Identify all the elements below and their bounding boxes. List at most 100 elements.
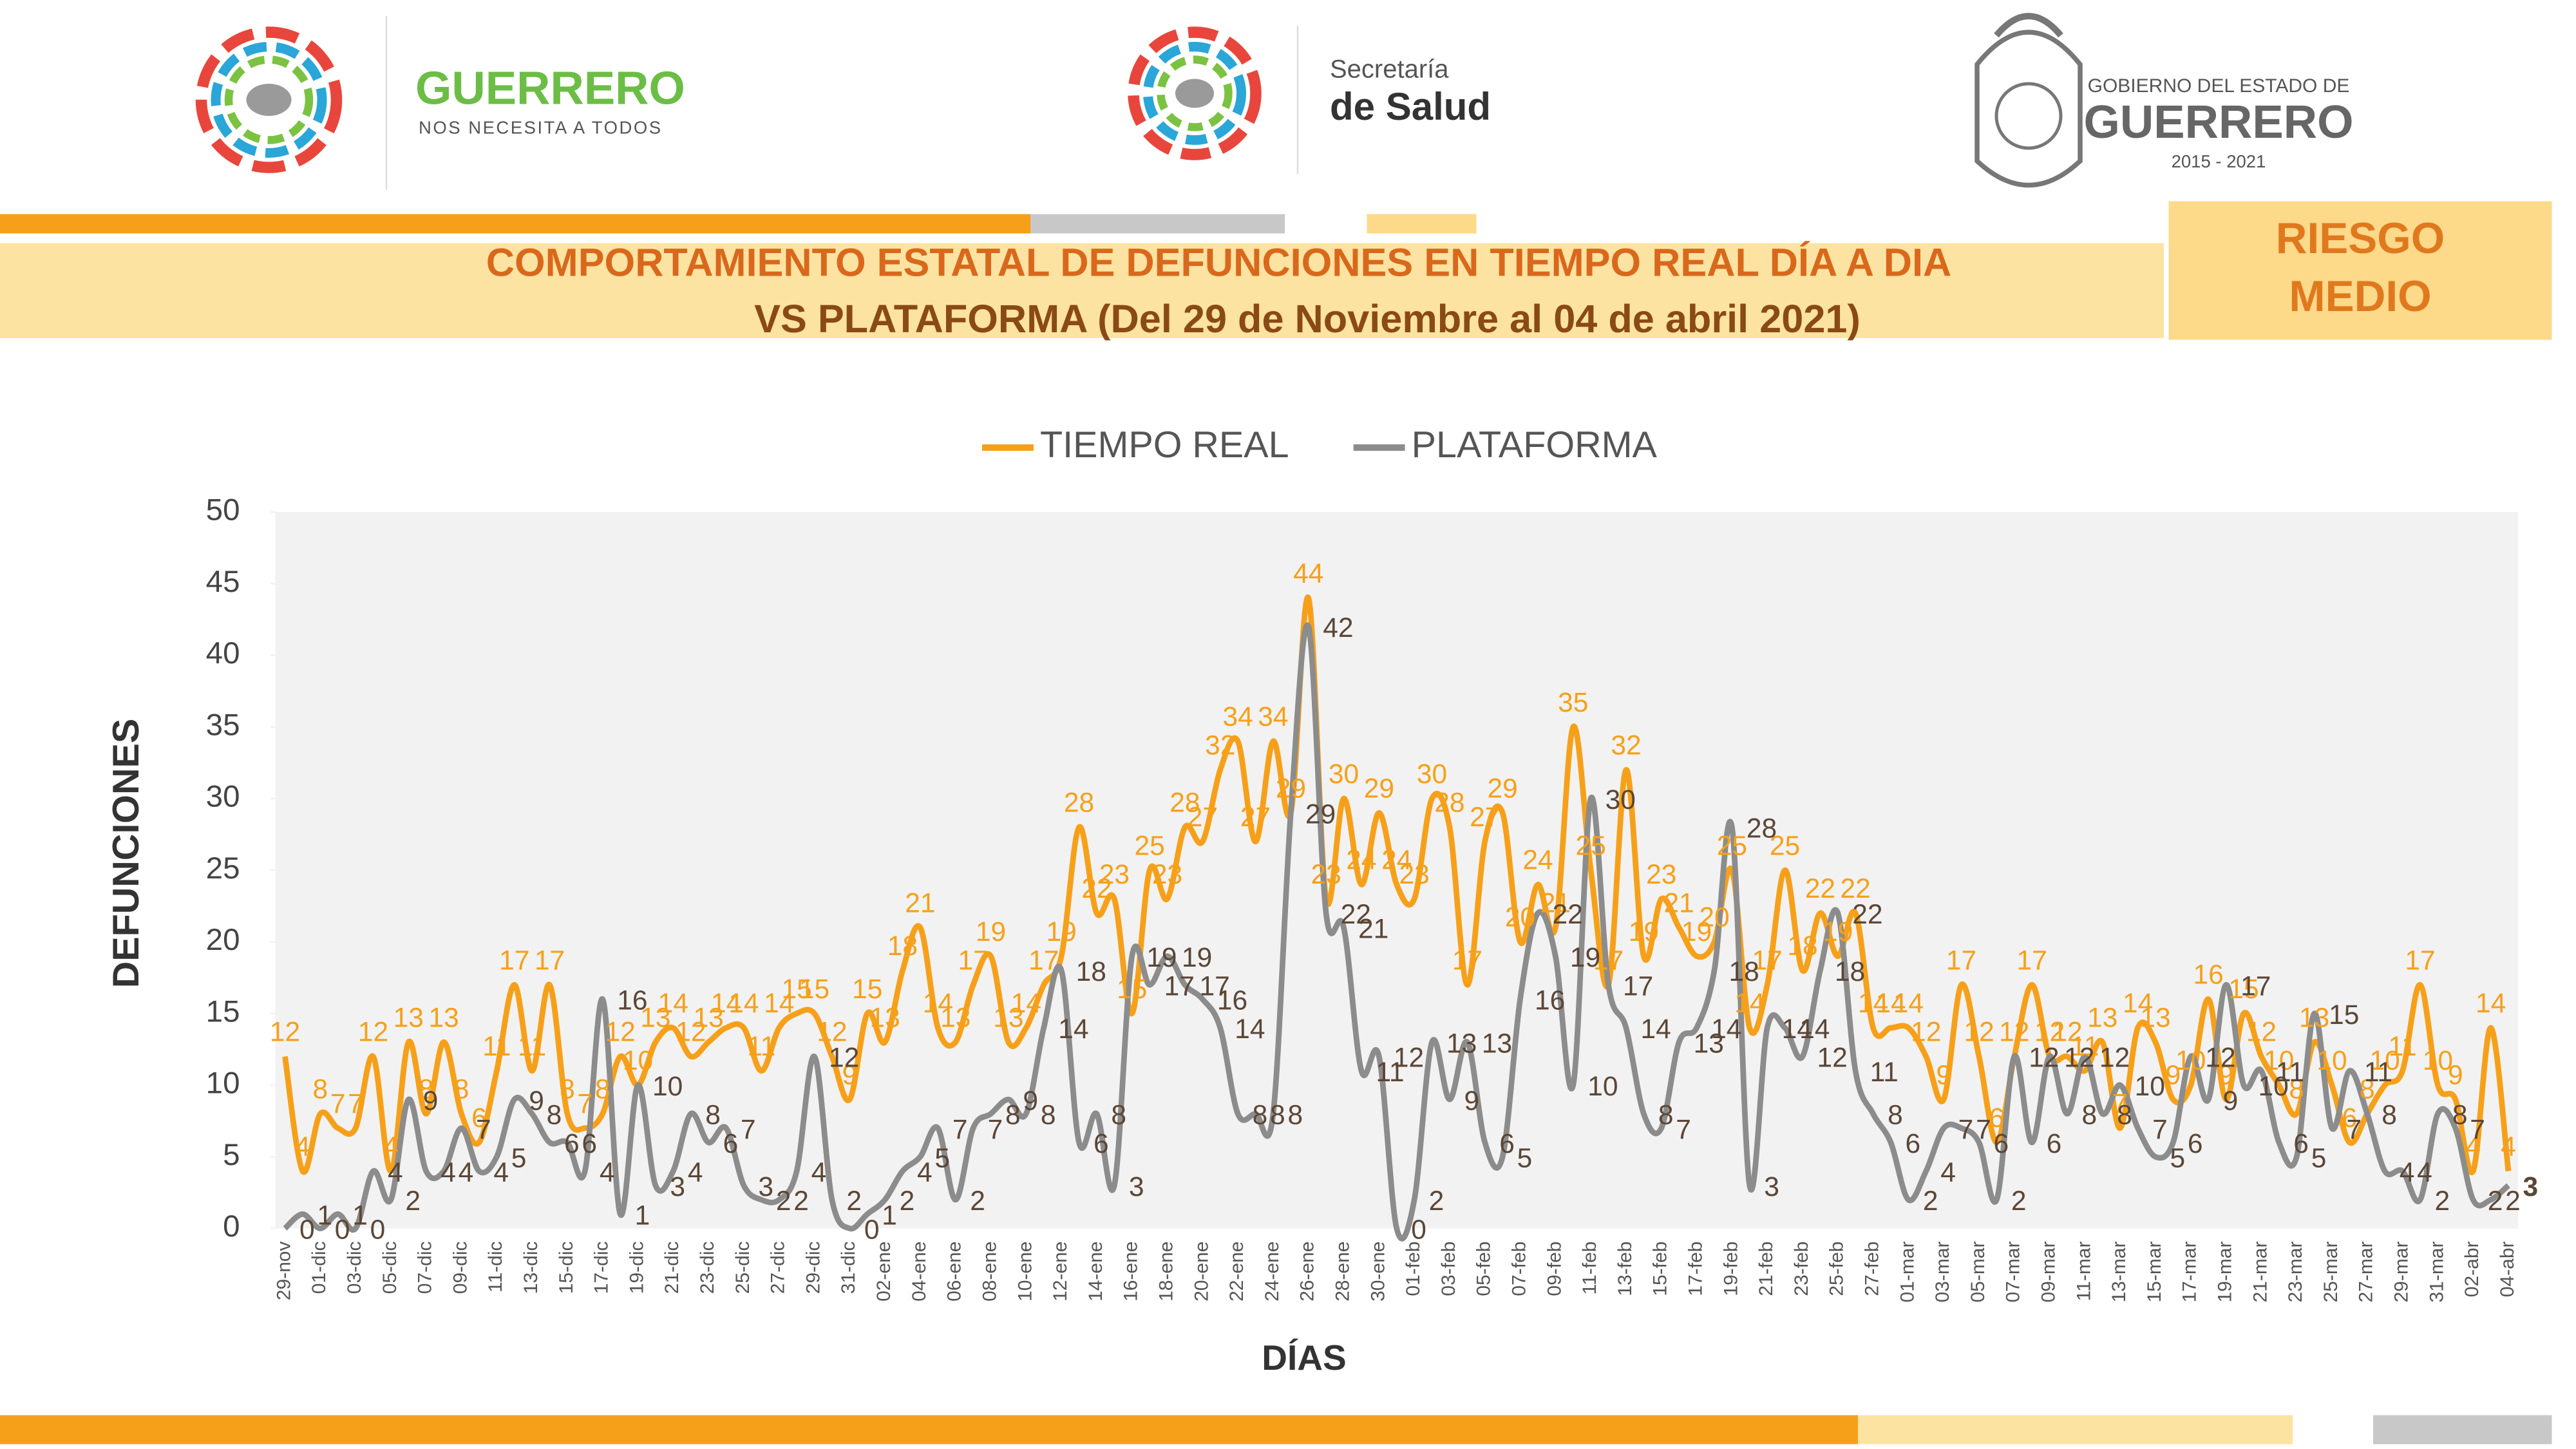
y-tick-label: 20 xyxy=(206,923,240,957)
data-label: 9 xyxy=(2223,1086,2239,1116)
data-label: 8 xyxy=(419,1075,434,1105)
data-label: 23 xyxy=(1099,860,1130,890)
y-tick-label: 30 xyxy=(206,780,240,814)
data-label: 7 xyxy=(2112,1089,2128,1119)
x-tick-label: 07-mar xyxy=(2003,1241,2024,1302)
data-label: 17 xyxy=(958,945,988,976)
data-label: 8 xyxy=(1005,1101,1021,1131)
data-label: 17 xyxy=(2405,945,2435,976)
data-label: 11 xyxy=(482,1032,511,1062)
data-label: 25 xyxy=(1134,831,1164,861)
x-tick-label: 29-nov xyxy=(273,1242,294,1301)
data-label: 2 xyxy=(2505,1186,2521,1217)
data-label: 12 xyxy=(1999,1018,2029,1048)
data-label: 12 xyxy=(2246,1018,2277,1048)
data-label: 28 xyxy=(1747,814,1777,844)
data-label: 34 xyxy=(1258,702,1288,732)
data-label: 2 xyxy=(405,1186,421,1217)
data-label: 15 xyxy=(2329,1000,2359,1030)
data-label: 13 xyxy=(2087,1003,2117,1033)
x-tick-label: 11-feb xyxy=(1579,1242,1600,1295)
data-label: 17 xyxy=(1593,945,1624,976)
data-label: 14 xyxy=(1734,989,1765,1019)
data-label: 19 xyxy=(1570,943,1600,973)
plot-area xyxy=(275,512,2518,1229)
logo-salud: Secretaría de Salud xyxy=(1128,26,1491,174)
data-label: 9 xyxy=(2219,1060,2234,1090)
data-label: 7 xyxy=(1976,1115,1991,1145)
data-label: 18 xyxy=(887,931,918,961)
y-tick-label: 0 xyxy=(223,1209,240,1244)
x-tick-label: 30-ene xyxy=(1367,1242,1388,1302)
logo-text: Secretaría xyxy=(1330,55,1449,84)
x-tick-label: 17-dic xyxy=(591,1242,612,1294)
x-tick-label: 05-mar xyxy=(1967,1241,1989,1302)
chart-title: VS PLATAFORMA (Del 29 de Noviembre al 04… xyxy=(754,297,1861,341)
x-tick-label: 20-ene xyxy=(1191,1241,1212,1301)
data-label: 7 xyxy=(348,1089,363,1119)
x-tick-label: 17-feb xyxy=(1685,1242,1706,1296)
data-label: 13 xyxy=(693,1003,723,1033)
data-label: 29 xyxy=(1488,773,1518,804)
data-label: 4 xyxy=(440,1158,456,1188)
data-label: 15 xyxy=(852,974,882,1005)
data-label: 8 xyxy=(595,1075,611,1105)
x-tick-label: 21-dic xyxy=(661,1242,683,1294)
data-label: 10 xyxy=(2264,1046,2294,1076)
logo-text: de Salud xyxy=(1330,85,1491,128)
data-label: 8 xyxy=(1658,1101,1674,1131)
data-label: 3 xyxy=(2523,1172,2539,1202)
deco-bar xyxy=(1858,1415,2293,1444)
data-label: 21 xyxy=(1358,914,1388,944)
x-tick-label: 29-dic xyxy=(802,1242,824,1294)
data-label: 7 xyxy=(2152,1115,2168,1145)
data-label: 5 xyxy=(934,1143,950,1173)
data-label: 28 xyxy=(1064,788,1094,819)
data-label: 0 xyxy=(370,1215,386,1245)
data-label: 19 xyxy=(1823,917,1853,947)
data-label: 4 xyxy=(388,1158,403,1188)
data-label: 15 xyxy=(2228,974,2259,1005)
x-tick-label: 23-dic xyxy=(697,1242,718,1294)
y-tick-label: 15 xyxy=(206,994,240,1028)
logo-guerrero: GUERRERO NOS NECESITA A TODOS xyxy=(195,16,685,190)
data-label: 13 xyxy=(393,1003,424,1033)
data-label: 16 xyxy=(617,986,647,1016)
data-label: 13 xyxy=(640,1003,670,1033)
x-tick-label: 15-feb xyxy=(1650,1242,1671,1296)
data-label: 30 xyxy=(1329,759,1359,790)
data-label: 29 xyxy=(1305,799,1336,829)
data-label: 30 xyxy=(1417,759,1447,790)
x-tick-label: 01-mar xyxy=(1897,1241,1918,1302)
x-tick-label: 24-ene xyxy=(1262,1241,1283,1301)
data-label: 19 xyxy=(976,917,1006,947)
y-tick-label: 45 xyxy=(206,565,240,599)
x-tick-label: 09-dic xyxy=(450,1242,471,1294)
data-label: 8 xyxy=(1111,1101,1126,1131)
data-label: 17 xyxy=(1452,945,1482,976)
data-label: 12 xyxy=(605,1018,635,1048)
y-tick-label: 35 xyxy=(206,708,240,742)
data-label: 28 xyxy=(1170,788,1200,819)
data-label: 25 xyxy=(1770,831,1800,861)
data-label: 12 xyxy=(270,1018,300,1048)
data-label: 11 xyxy=(2070,1032,2099,1062)
y-tick-label: 25 xyxy=(206,851,240,886)
data-label: 12 xyxy=(829,1043,859,1074)
x-tick-label: 13-mar xyxy=(2108,1241,2130,1302)
data-label: 8 xyxy=(2452,1101,2468,1131)
data-label: 42 xyxy=(1323,613,1353,643)
x-tick-label: 27-dic xyxy=(768,1242,789,1294)
data-label: 1 xyxy=(352,1200,368,1231)
data-label: 12 xyxy=(1911,1018,1941,1048)
data-label: 8 xyxy=(1041,1101,1056,1131)
data-label: 4 xyxy=(383,1132,399,1162)
data-label: 6 xyxy=(471,1103,487,1133)
data-label: 5 xyxy=(511,1143,527,1173)
data-label: 23 xyxy=(1399,860,1430,890)
data-label: 4 xyxy=(917,1158,933,1188)
x-tick-label: 11-dic xyxy=(485,1242,506,1293)
data-label: 13 xyxy=(993,1003,1023,1033)
data-label: 13 xyxy=(2299,1003,2329,1033)
